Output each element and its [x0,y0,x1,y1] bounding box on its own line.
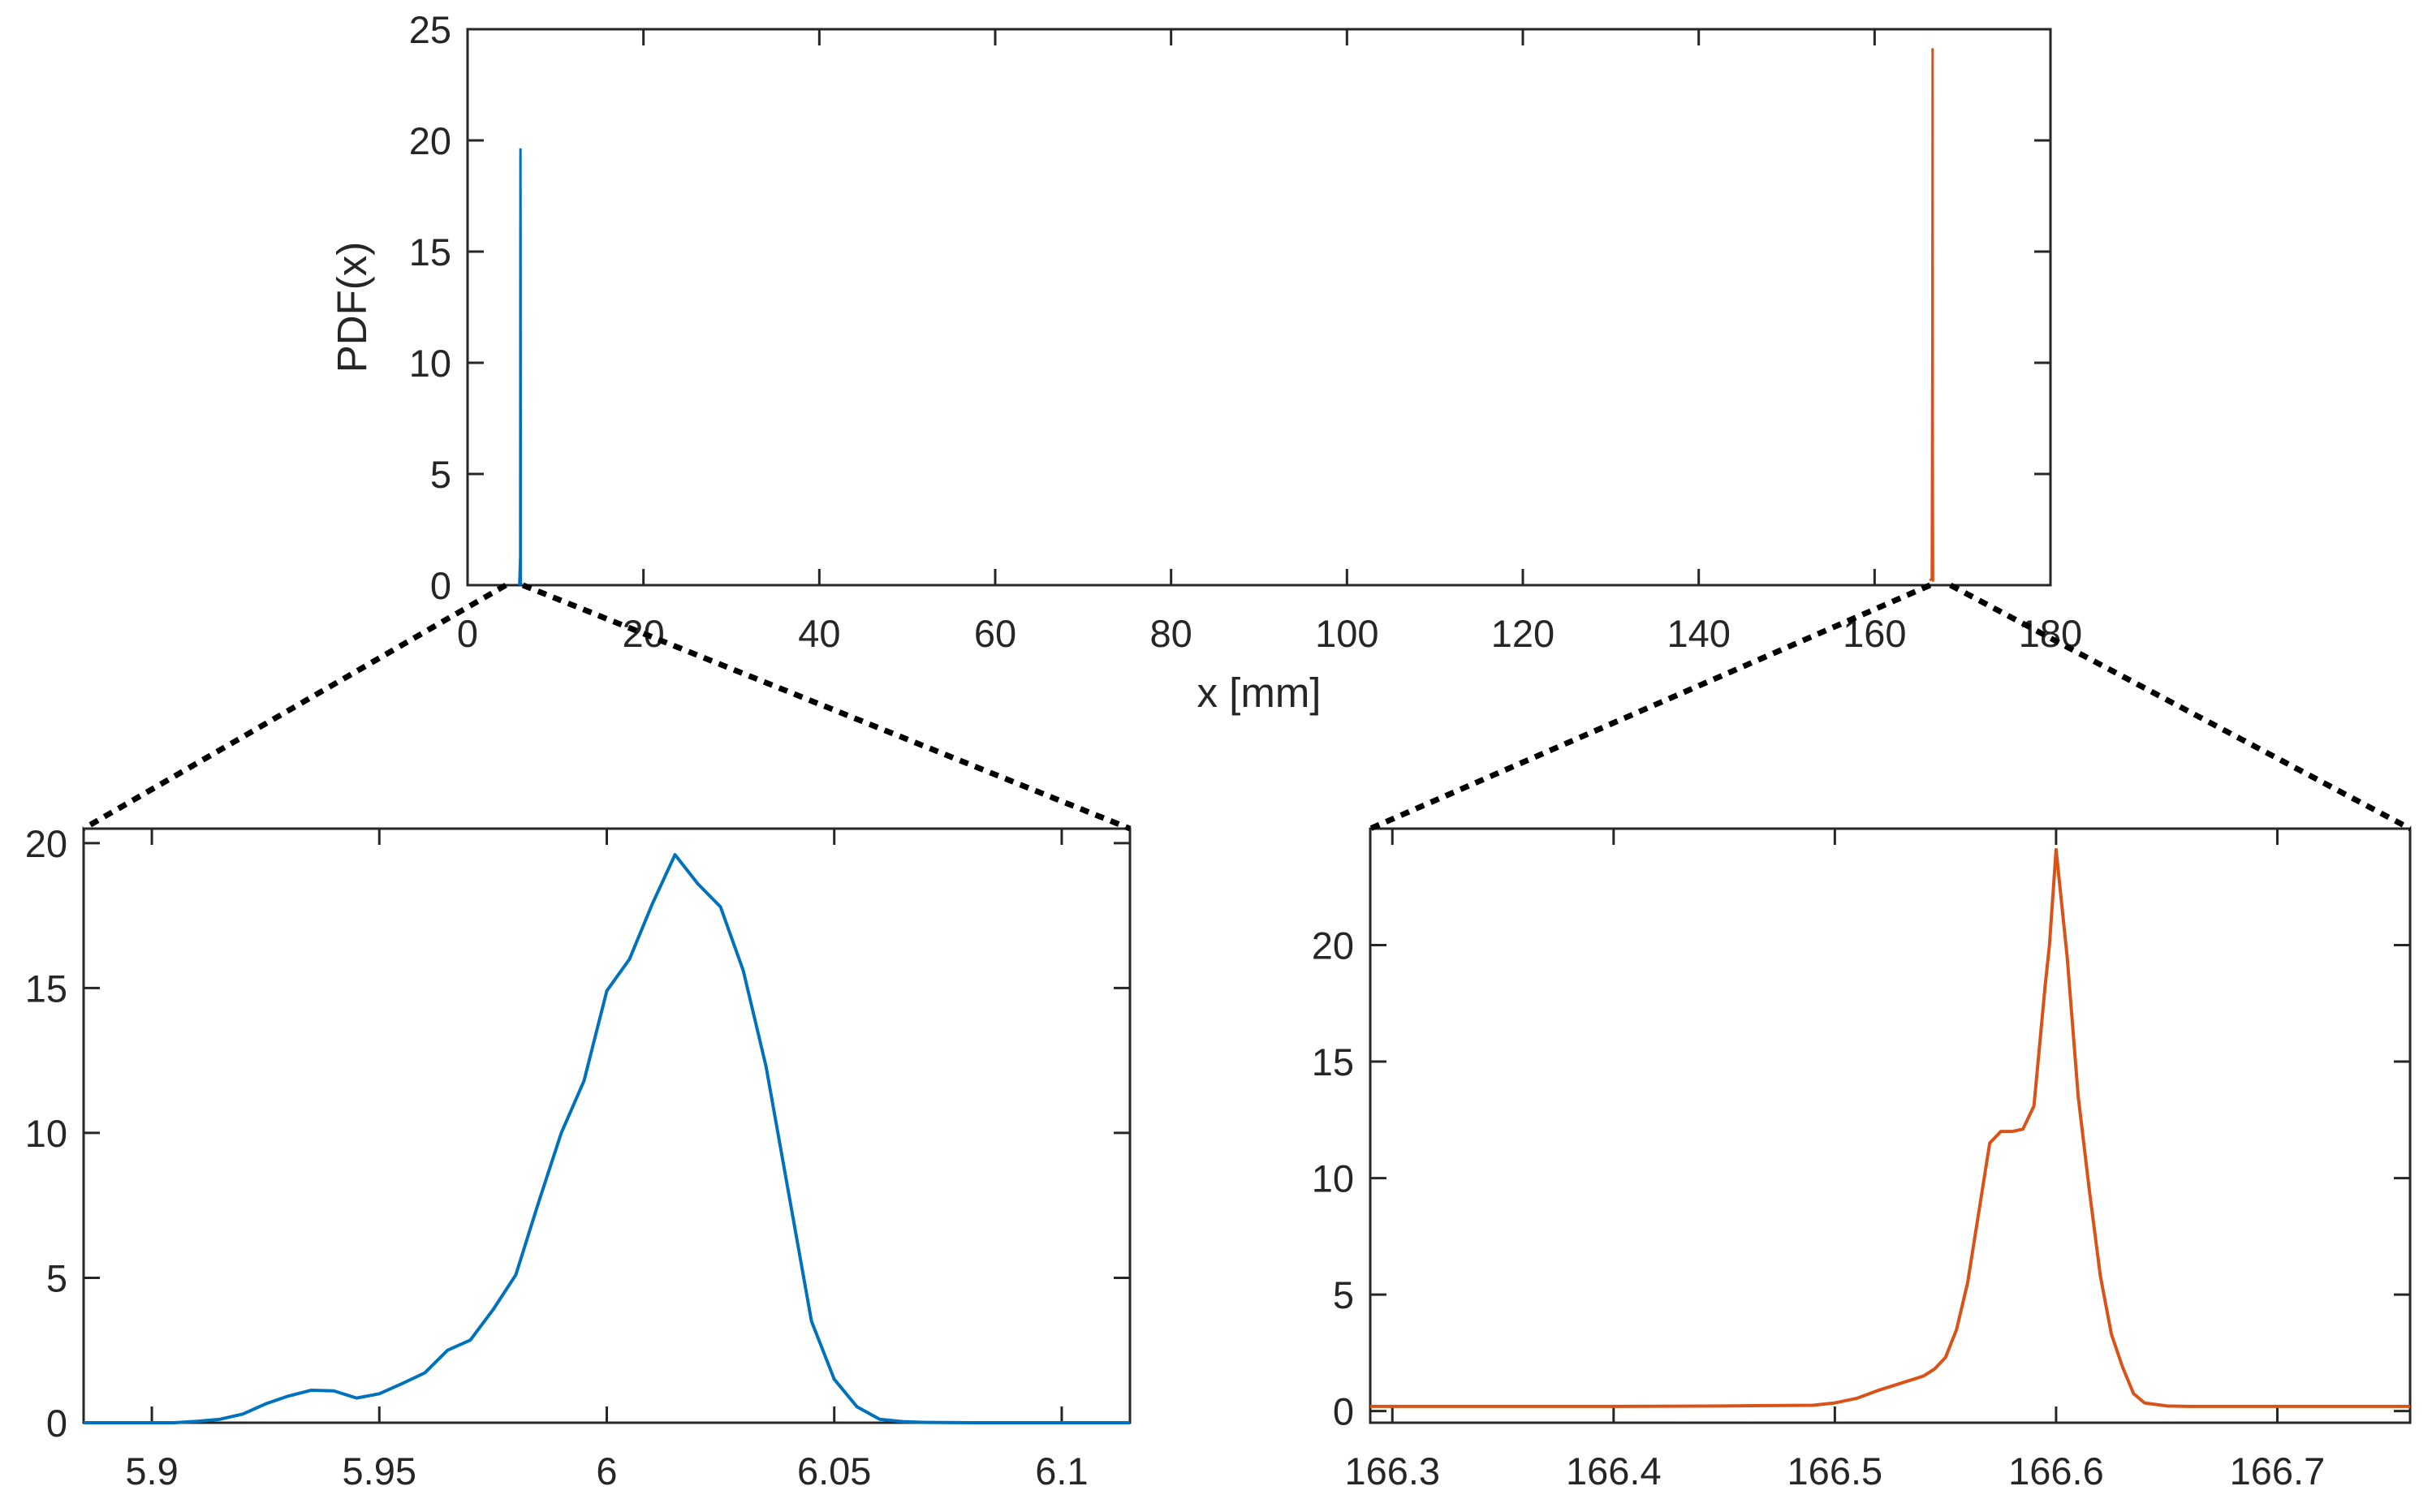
zoom-right-series [1370,847,2410,1408]
zoom-left-xtick-label: 6.1 [1035,1450,1088,1493]
zoom-left-ytick-label: 15 [25,967,67,1010]
zoom-left-xtick-label: 5.9 [125,1450,178,1493]
zoom-left-series [84,853,1130,1424]
connector-right-inner [1949,582,2412,832]
zoom-right-ytick-label: 5 [1333,1273,1354,1316]
zoom-right-ytick-label: 10 [1312,1157,1354,1200]
zoom-right-ytick-label: 20 [1312,924,1354,967]
overview-xtick-label: 20 [623,612,665,655]
zoom-left-ytick-label: 5 [46,1256,67,1299]
zoom-left-series-line-1 [84,853,1130,1424]
overview-xtick-label: 40 [798,612,840,655]
zoom-left-xtick-label: 6 [596,1450,617,1493]
zoom-left-ytick-label: 20 [25,822,67,865]
zoom-right-xtick-label: 166.6 [2008,1450,2104,1493]
zoom-connectors [82,582,2412,832]
overview-xtick-label: 120 [1491,612,1554,655]
overview-y-axis-label: PDF(x) [329,242,375,373]
overview-plot-box [466,28,2052,587]
zoom-right-series-line-1 [1370,847,2410,1408]
zoom-left-ytick-label: 10 [25,1112,67,1155]
zoom-left-plot-box [82,827,1132,1424]
zoom-right-axes: 166.3 166.4 166.5 166.6 166.7 0 5 10 15 20 [1312,827,2412,1493]
zoom-left-xtick-label: 5.95 [343,1450,416,1493]
overview-series [518,48,1934,586]
overview-x-axis-label: x [mm] [1197,670,1322,716]
overview-ytick-label: 10 [409,342,451,385]
zoom-right-xtick-label: 166.4 [1566,1450,1662,1493]
zoom-right-ytick-label: 0 [1333,1390,1354,1433]
zoom-right-ticks: 166.3 166.4 166.5 166.6 166.7 0 5 10 15 20 [1312,829,2410,1493]
zoom-left-ytick-label: 0 [46,1402,67,1445]
overview-ytick-label: 25 [409,8,451,51]
zoom-left-axes: 5.9 5.95 6 6.05 6.1 0 5 10 15 20 [25,822,1132,1493]
overview-xtick-label: 0 [457,612,478,655]
overview-series-line-1 [518,148,523,586]
overview-xtick-label: 140 [1667,612,1730,655]
overview-ytick-label: 0 [430,564,451,607]
zoom-right-ytick-label: 15 [1312,1040,1354,1083]
overview-ytick-label: 20 [409,119,451,162]
overview-xtick-label: 80 [1150,612,1192,655]
zoom-left-ticks: 5.9 5.95 6 6.05 6.1 0 5 10 15 20 [25,822,1130,1493]
overview-ytick-label: 15 [409,230,451,274]
zoom-left-xtick-label: 6.05 [797,1450,871,1493]
connector-left-inner [521,582,1132,832]
overview-xtick-label: 100 [1315,612,1378,655]
connector-left-outer [82,582,507,832]
zoom-right-xtick-label: 166.7 [2230,1450,2326,1493]
zoom-right-xtick-label: 166.3 [1344,1450,1440,1493]
zoom-right-plot-box [1369,827,2412,1424]
overview-ytick-label: 5 [430,453,451,496]
connector-right-outer [1369,582,1932,832]
overview-xtick-label: 60 [974,612,1016,655]
overview-series-line-2 [1929,48,1934,583]
zoom-right-xtick-label: 166.5 [1787,1450,1883,1493]
